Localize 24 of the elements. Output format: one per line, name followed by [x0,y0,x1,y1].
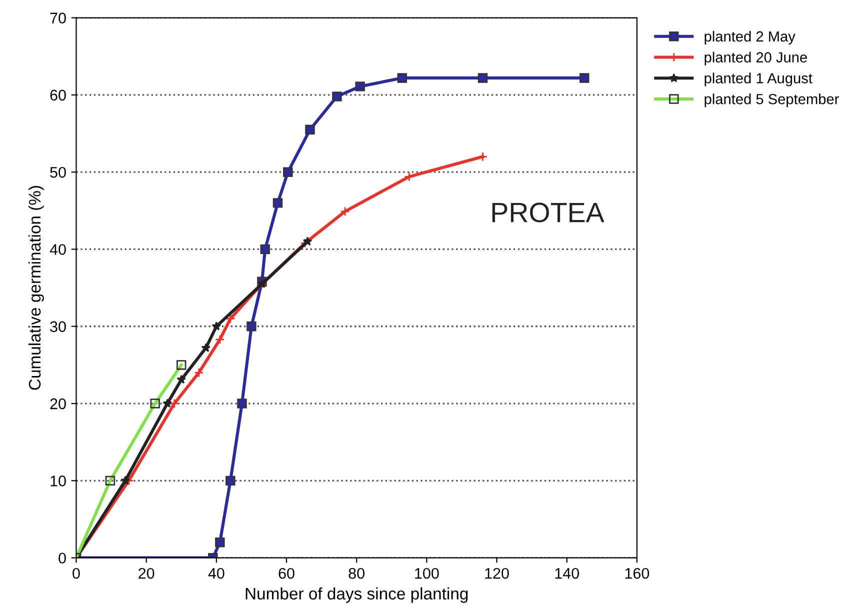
legend-label: planted 2 May [704,30,796,44]
annotation: PROTEA [492,202,604,222]
y-tick-label: 0 [58,552,66,564]
x-axis-title: Number of days since planting [246,587,468,603]
y-tick-label: 60 [50,90,66,101]
y-tick-label: 70 [50,12,66,24]
x-tick-label: 100 [415,568,439,579]
x-tick-label: 160 [625,568,650,579]
legend-label: planted 20 June [704,52,807,66]
legend-label: planted 1 August [704,72,812,86]
legend-label: planted 5 September [704,94,839,108]
x-tick-label: 0 [72,568,80,579]
x-tick-label: 80 [348,568,364,579]
y-tick-label: 20 [50,398,66,410]
x-tick-label: 140 [555,568,580,579]
x-tick-label: 120 [485,568,509,579]
y-axis-title: Cumulative germination (%) [28,186,44,390]
x-tick-label: 40 [208,568,224,579]
y-tick-label: 30 [50,321,66,332]
y-tick-label: 40 [50,244,66,255]
y-tick-label: 10 [50,476,66,486]
x-tick-label: 60 [278,568,294,579]
y-tick-label: 50 [50,166,66,178]
x-tick-label: 20 [138,568,154,579]
